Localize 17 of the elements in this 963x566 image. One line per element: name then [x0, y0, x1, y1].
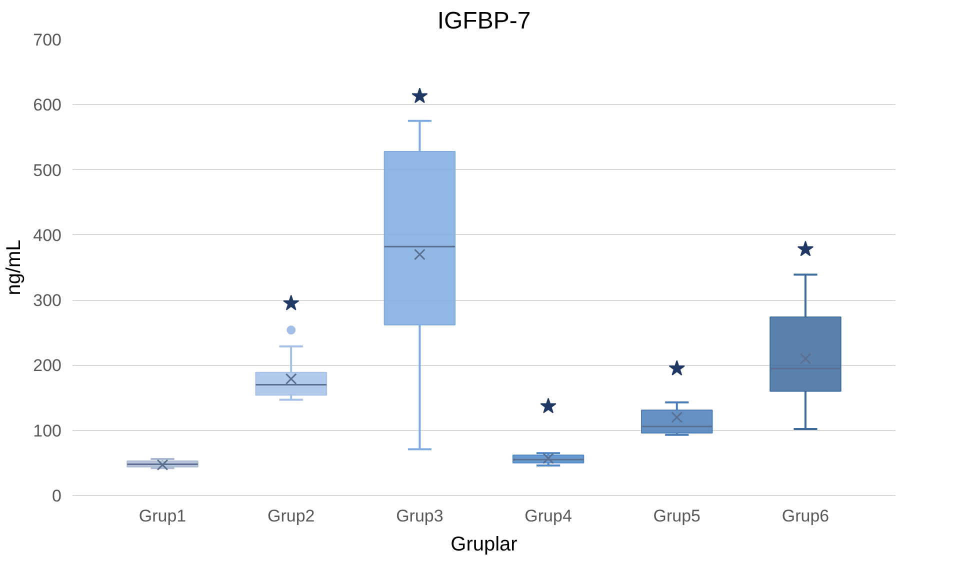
y-tick-label: 300: [33, 291, 62, 310]
chart-title: IGFBP-7: [437, 8, 531, 34]
x-tick-label: Grup5: [653, 506, 701, 526]
x-tick-label: Grup2: [267, 506, 315, 526]
y-tick-label: 700: [33, 30, 62, 50]
y-tick-label: 600: [33, 96, 62, 115]
x-tick-label: Grup6: [782, 506, 830, 526]
y-tick-label: 100: [33, 421, 62, 440]
y-tick-label: 500: [33, 160, 62, 180]
y-tick-label: 200: [33, 356, 62, 376]
y-tick-label: 400: [33, 226, 62, 245]
x-tick-label: Grup4: [524, 506, 572, 526]
x-tick-label: Grup3: [396, 506, 444, 526]
y-tick-label: 0: [52, 486, 62, 506]
x-tick-label: Grup1: [138, 506, 186, 526]
y-axis-title: ng/mL: [3, 240, 26, 296]
x-axis-title: Gruplar: [450, 534, 518, 556]
